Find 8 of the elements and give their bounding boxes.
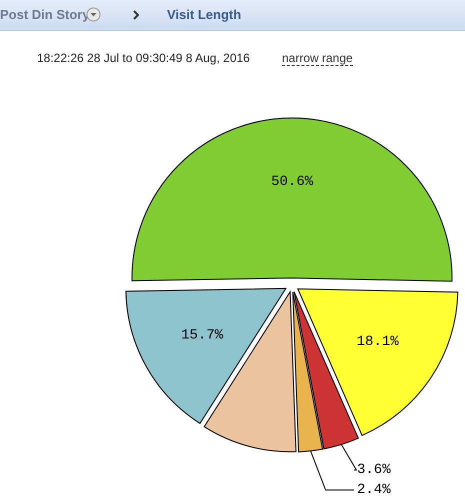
chart-title: Visit Length	[167, 7, 242, 22]
chart-subtitle: 18:22:26 28 Jul to 09:30:49 8 Aug, 2016	[37, 51, 250, 65]
data-label: 18.1%	[356, 334, 400, 350]
data-label: 15.7%	[181, 327, 224, 344]
data-label: 3.6%	[357, 462, 392, 478]
data-label: 2.4%	[357, 482, 392, 498]
text: narrow range	[282, 51, 353, 66]
data-label: 50.6%	[271, 174, 314, 190]
